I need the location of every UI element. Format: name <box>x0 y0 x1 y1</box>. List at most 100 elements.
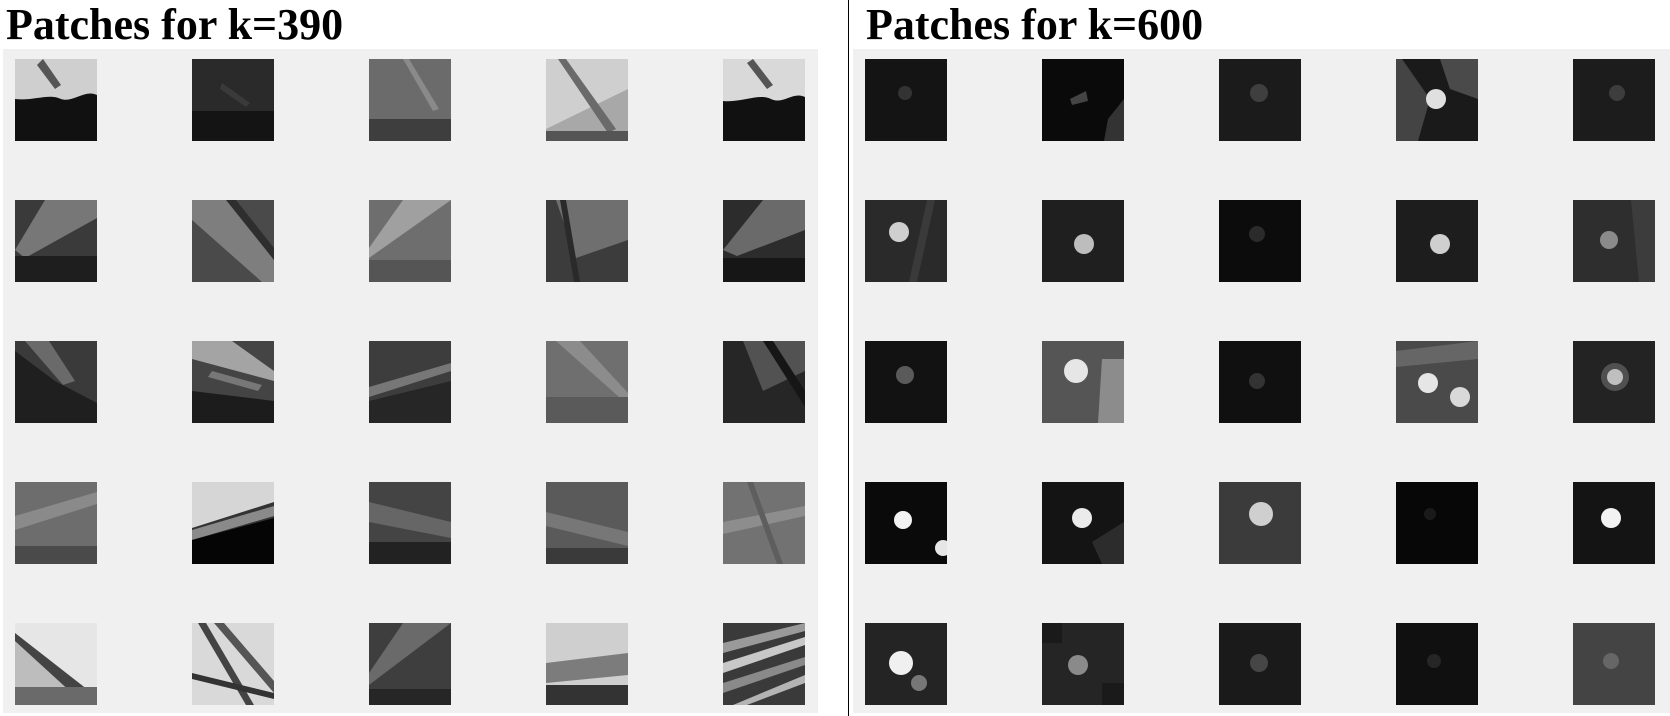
image-patch <box>369 200 451 282</box>
patch-image <box>865 482 947 564</box>
patch-image <box>546 623 628 705</box>
patch-image <box>865 623 947 705</box>
patch-grid-background <box>853 49 1670 713</box>
patch-image <box>546 482 628 564</box>
image-patch <box>865 59 947 141</box>
patch-image <box>369 59 451 141</box>
patch-image <box>15 482 97 564</box>
image-patch <box>723 482 805 564</box>
image-patch <box>1219 341 1301 423</box>
image-patch <box>15 59 97 141</box>
image-patch <box>546 482 628 564</box>
patch-image <box>192 482 274 564</box>
image-patch <box>723 341 805 423</box>
image-patch <box>546 59 628 141</box>
image-patch <box>369 59 451 141</box>
image-patch <box>1573 59 1655 141</box>
patch-image <box>1042 341 1124 423</box>
image-patch <box>1042 623 1124 705</box>
patch-image <box>369 482 451 564</box>
image-patch <box>1219 59 1301 141</box>
patch-image <box>1219 59 1301 141</box>
patch-image <box>546 59 628 141</box>
image-patch <box>723 200 805 282</box>
image-patch <box>546 341 628 423</box>
patch-grid <box>3 49 818 713</box>
panel-k390: Patches for k=390 <box>3 0 818 713</box>
patch-image <box>865 59 947 141</box>
patch-image <box>723 59 805 141</box>
patch-image <box>723 623 805 705</box>
image-patch <box>865 200 947 282</box>
patch-image <box>723 200 805 282</box>
image-patch <box>1042 341 1124 423</box>
patch-image <box>723 341 805 423</box>
patch-image <box>192 623 274 705</box>
patch-image <box>1396 341 1478 423</box>
patch-image <box>1573 341 1655 423</box>
image-patch <box>15 341 97 423</box>
patch-image <box>192 59 274 141</box>
image-patch <box>723 623 805 705</box>
image-patch <box>1219 200 1301 282</box>
image-patch <box>1042 59 1124 141</box>
image-patch <box>192 341 274 423</box>
image-patch <box>1219 482 1301 564</box>
patch-image <box>1396 623 1478 705</box>
patch-image <box>723 482 805 564</box>
image-patch <box>369 623 451 705</box>
patch-image <box>369 623 451 705</box>
patch-image <box>1396 59 1478 141</box>
patch-image <box>1042 482 1124 564</box>
image-patch <box>1396 623 1478 705</box>
patch-image <box>1573 200 1655 282</box>
patch-image <box>1573 59 1655 141</box>
image-patch <box>1573 341 1655 423</box>
image-patch <box>1042 482 1124 564</box>
panel-divider <box>848 0 849 716</box>
image-patch <box>1396 341 1478 423</box>
patch-image <box>1219 482 1301 564</box>
image-patch <box>1042 200 1124 282</box>
patch-image <box>1042 200 1124 282</box>
image-patch <box>192 482 274 564</box>
image-patch <box>1396 59 1478 141</box>
image-patch <box>1219 623 1301 705</box>
image-patch <box>192 200 274 282</box>
patch-image <box>1219 623 1301 705</box>
patch-image <box>546 200 628 282</box>
patch-image <box>865 200 947 282</box>
patch-image <box>546 341 628 423</box>
image-patch <box>865 623 947 705</box>
image-patch <box>1573 623 1655 705</box>
image-patch <box>1573 482 1655 564</box>
patch-image <box>15 341 97 423</box>
patch-grid-background <box>3 49 818 713</box>
patch-image <box>865 341 947 423</box>
patch-image <box>15 200 97 282</box>
panel-title: Patches for k=600 <box>866 0 1204 49</box>
patch-image <box>1396 200 1478 282</box>
image-patch <box>1396 200 1478 282</box>
patch-grid <box>853 49 1670 713</box>
image-patch <box>369 341 451 423</box>
patch-image <box>1396 482 1478 564</box>
patch-image <box>15 623 97 705</box>
image-patch <box>546 623 628 705</box>
image-patch <box>1396 482 1478 564</box>
patch-image <box>1219 200 1301 282</box>
image-patch <box>1573 200 1655 282</box>
image-patch <box>15 200 97 282</box>
image-patch <box>369 482 451 564</box>
image-patch <box>192 59 274 141</box>
patch-image <box>369 341 451 423</box>
image-patch <box>192 623 274 705</box>
patch-image <box>1042 59 1124 141</box>
image-patch <box>723 59 805 141</box>
patch-image <box>369 200 451 282</box>
image-patch <box>865 341 947 423</box>
patch-image <box>192 341 274 423</box>
panel-title: Patches for k=390 <box>6 0 344 49</box>
patch-image <box>192 200 274 282</box>
patch-image <box>1042 623 1124 705</box>
